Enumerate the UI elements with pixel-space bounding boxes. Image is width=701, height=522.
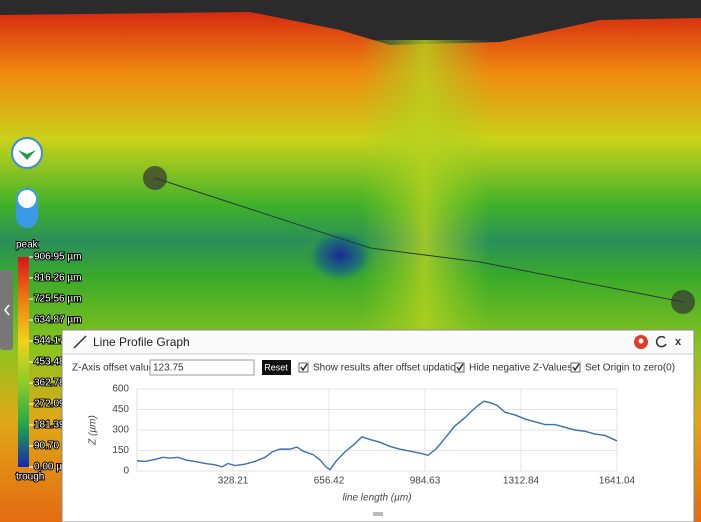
- checkmark: [456, 363, 464, 372]
- side-tab-arrow: [4, 304, 10, 316]
- colorbar-trough: trough: [16, 472, 44, 483]
- colorbar-label: 725.56 µm: [34, 294, 81, 305]
- y-tick-label: 150: [112, 445, 129, 456]
- x-tick-label: 328.21: [218, 476, 249, 487]
- colorbar-label: 634.87 µm: [34, 315, 81, 326]
- options: Show results after offset updation Hide n…: [298, 362, 675, 374]
- x-tick-label: 1641.04: [599, 476, 636, 487]
- toggle-knob: [18, 190, 36, 208]
- x-axis-label: line length (µm): [342, 493, 411, 504]
- offset-label: Z-Axis offset value: [72, 363, 155, 374]
- checkbox[interactable]: [298, 362, 309, 373]
- resize-grip[interactable]: [373, 512, 383, 516]
- reset-button[interactable]: [262, 360, 291, 375]
- colorbar-peak: peak: [16, 240, 39, 251]
- profile-line: [154, 177, 684, 303]
- profile-end[interactable]: [671, 290, 695, 314]
- checkbox[interactable]: [454, 362, 465, 373]
- y-tick-label: 450: [112, 404, 129, 415]
- y-axis-label: Z (µm): [88, 415, 99, 446]
- x-tick-label: 1312.84: [503, 476, 540, 487]
- refresh-button[interactable]: [655, 335, 667, 348]
- y-tick-label: 600: [112, 384, 129, 395]
- option-label: Show results after offset updation: [313, 363, 461, 374]
- x-tick-label: 984.63: [410, 476, 441, 487]
- pin-glyph: [638, 338, 644, 344]
- view-icon[interactable]: [11, 137, 43, 169]
- y-tick-label: 300: [112, 425, 129, 436]
- offset-value: 123.75: [153, 363, 184, 374]
- side-tab[interactable]: [0, 270, 13, 350]
- profile-start[interactable]: [143, 166, 167, 190]
- colorbar-label: 816.26 µm: [34, 273, 81, 284]
- option-label: Hide negative Z-Values: [469, 363, 572, 374]
- surface-ridge: [360, 40, 490, 340]
- surface-pit: [302, 225, 378, 285]
- checkmark: [300, 363, 308, 372]
- reset-label: Reset: [264, 362, 288, 372]
- checkbox[interactable]: [570, 362, 581, 373]
- colorbar-label: 906.95 µm: [34, 252, 81, 263]
- panel-icon: [73, 335, 87, 349]
- line-chart: 0 150 300 450 600 328.21 656.42 984.63 1312.84 16…: [88, 384, 636, 504]
- close-button[interactable]: x: [675, 336, 682, 348]
- data-line: [136, 400, 618, 471]
- colorbar: peak trough 906.95 µm 816.26 µm 725.56 µm 6…: [15, 239, 82, 484]
- y-tick-label: 0: [123, 466, 129, 477]
- checkmark: [572, 363, 580, 372]
- panel-header: [63, 331, 693, 354]
- x-tick-label: 656.42: [314, 476, 345, 487]
- view-icon-glyph: [18, 150, 36, 160]
- offset-input[interactable]: [149, 359, 255, 376]
- panel-title: Line Profile Graph: [93, 335, 190, 349]
- option-label: Set Origin to zero(0): [585, 363, 675, 374]
- colorbar-gradient: [18, 257, 29, 467]
